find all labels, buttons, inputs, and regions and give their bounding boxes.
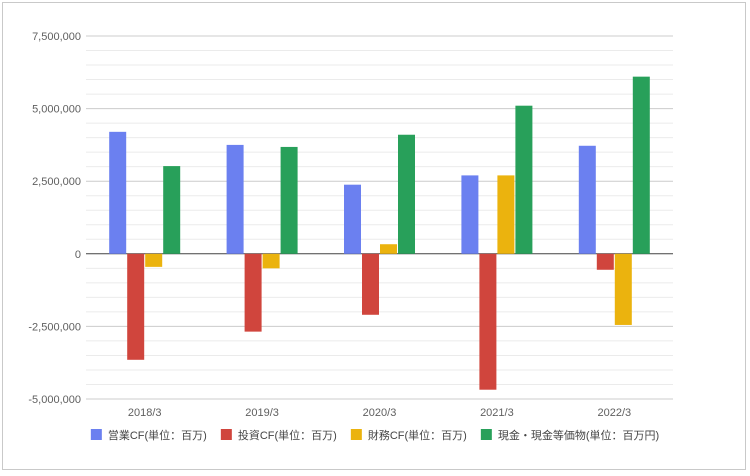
bar-2019-3-series-4 [280,146,298,254]
x-tick-label: 2022/3 [597,407,631,419]
bar-2018-3-series-2 [127,253,145,360]
legend: 営業CF(単位：百万) 投資CF(単位：百万) 財務CF(単位：百万) 現金・現金等価… [90,428,659,442]
y-tick-label: -5,000,000 [28,394,81,406]
bar-2018-3-series-3 [145,253,163,267]
bar-2020-3-series-1 [344,184,361,254]
legend-item-2[interactable]: 投資CF(単位：百万) [220,428,337,442]
bar-2018-3-series-4 [163,166,181,254]
legend-label: 投資CF(単位：百万) [238,428,337,442]
legend-item-4[interactable]: 現金・現金等価物(単位：百万円) [480,428,659,442]
bar-2020-3-series-4 [398,134,415,254]
bar-2021-3-series-2 [479,253,497,390]
y-tick-label: 2,500,000 [32,176,81,188]
gridlines [86,35,673,400]
x-tick-label: 2019/3 [245,407,279,419]
x-tick-label: 2020/3 [363,407,397,419]
bar-2018-3-series-1 [109,131,127,254]
y-axis-ticks: 7,500,000 5,000,000 2,500,000 0 -2,500,000 -5… [28,31,81,406]
legend-item-3[interactable]: 財務CF(単位：百万) [350,428,467,442]
bar-2022-3-series-3 [614,253,632,325]
bar-2021-3-series-4 [515,105,533,254]
bar-2021-3-series-3 [497,175,515,254]
legend-label: 財務CF(単位：百万) [368,428,467,442]
x-tick-label: 2018/3 [128,407,162,419]
x-axis-ticks: 2018/3 2019/3 2020/3 2021/3 2022/3 [128,407,631,419]
bar-2022-3-series-2 [596,253,614,270]
bar-2020-3-series-2 [362,253,379,315]
bar-2020-3-series-3 [380,244,397,254]
bar-2022-3-series-1 [578,145,596,254]
bar-chart: 7,500,000 5,000,000 2,500,000 0 -2,500,000 -5… [28,31,673,442]
legend-label: 営業CF(単位：百万) [108,428,207,442]
legend-swatch [480,429,492,440]
bar-2019-3-series-2 [244,253,262,332]
legend-swatch [220,429,232,440]
bar-2019-3-series-1 [226,144,244,254]
bars [109,76,650,390]
x-tick-label: 2021/3 [480,407,514,419]
legend-swatch [350,429,362,440]
y-tick-label: 0 [75,249,81,261]
chart-frame: 7,500,000 5,000,000 2,500,000 0 -2,500,000 -5… [2,2,746,470]
y-tick-label: -2,500,000 [28,321,81,333]
y-tick-label: 7,500,000 [32,31,81,43]
legend-swatch [90,429,102,440]
y-tick-label: 5,000,000 [32,104,81,116]
bar-2022-3-series-4 [632,76,650,254]
legend-label: 現金・現金等価物(単位：百万円) [498,428,659,442]
bar-2021-3-series-1 [461,175,479,254]
legend-item-1[interactable]: 営業CF(単位：百万) [90,428,207,442]
bar-2019-3-series-3 [262,253,280,269]
